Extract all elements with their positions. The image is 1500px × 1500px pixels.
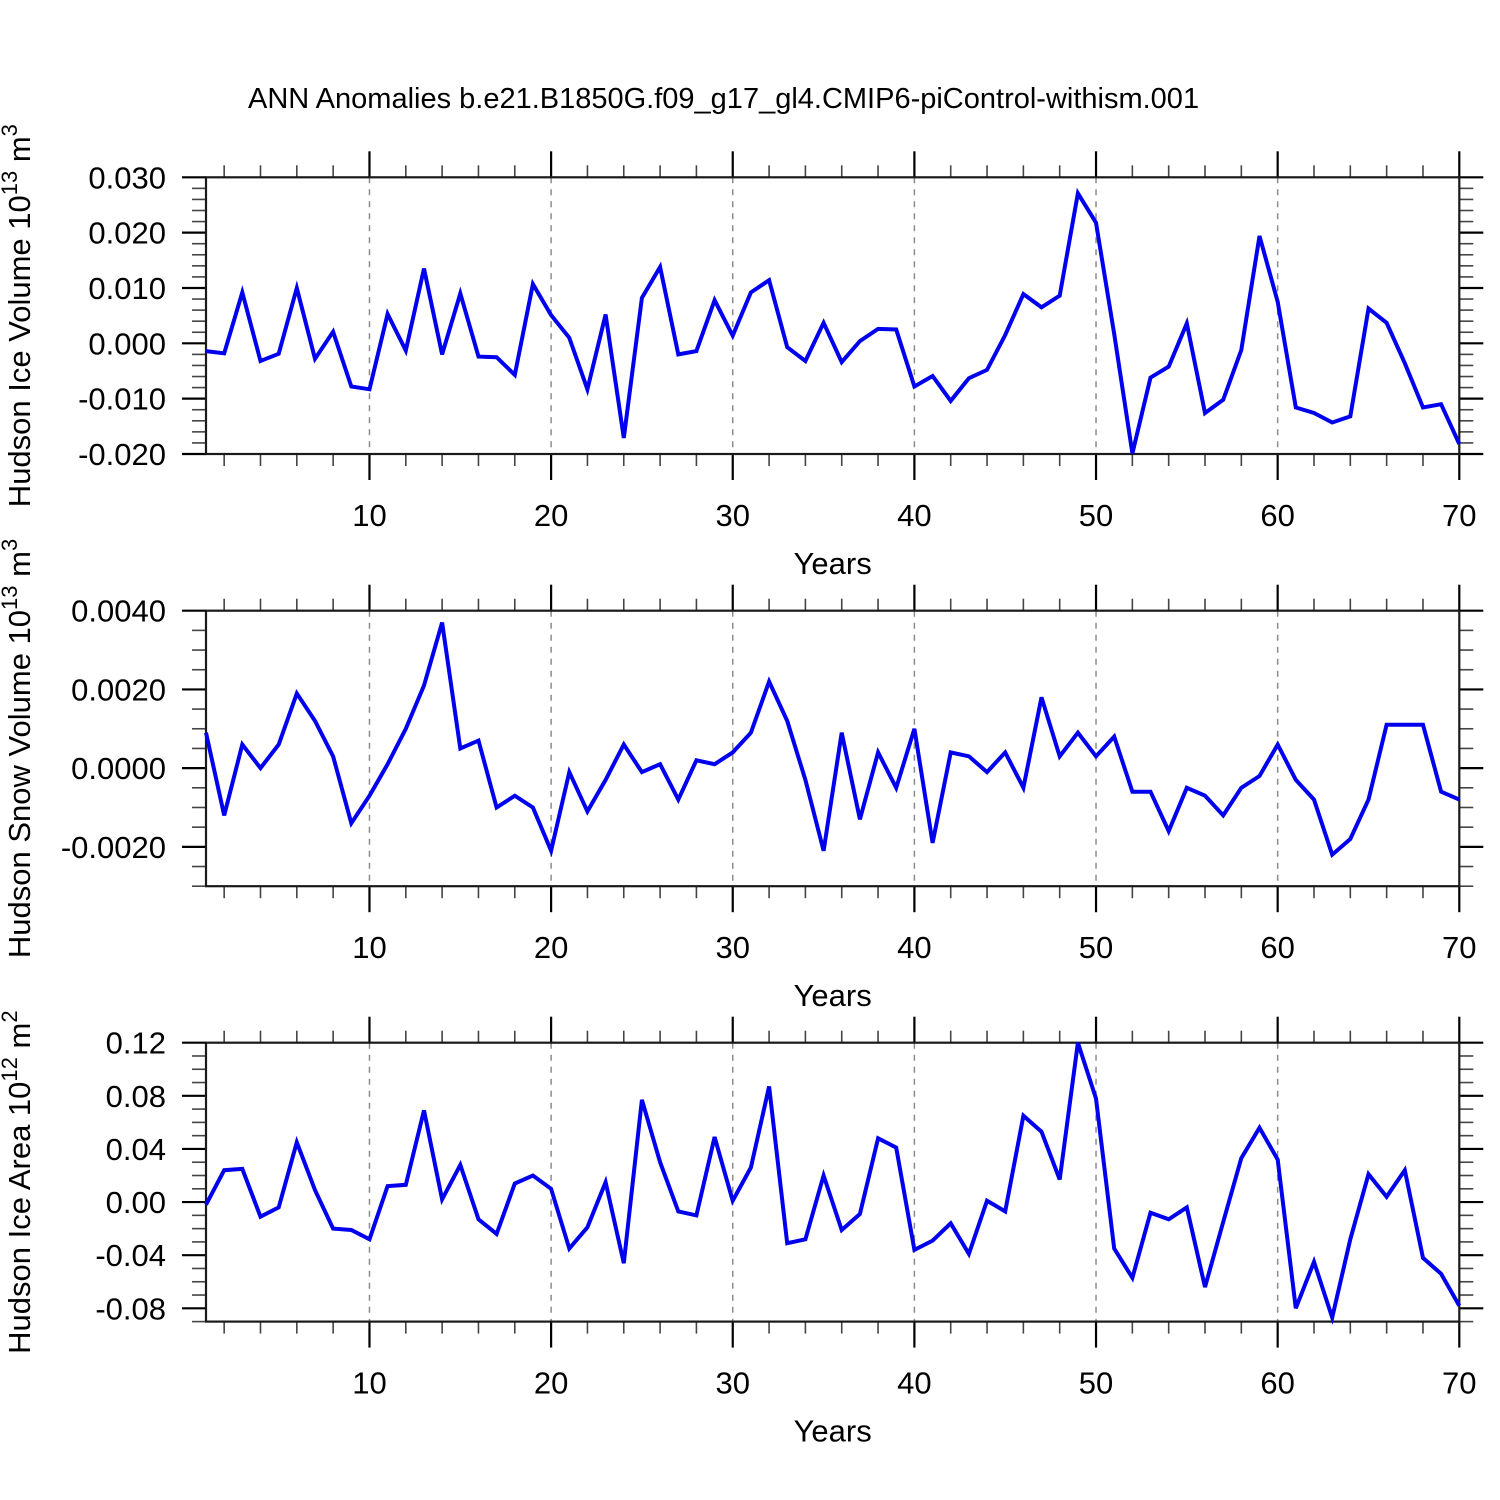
y-tick-label: 0.12 [106,1026,166,1061]
plot-frame [204,609,1461,888]
x-axis-title: Years [794,1414,872,1449]
y-tick-label: -0.0020 [61,830,166,865]
y-tick-label: -0.020 [78,437,166,472]
y-tick-label: 0.0000 [71,751,166,786]
x-axis-title: Years [794,546,872,581]
y-tick-label: 0.010 [88,271,166,306]
x-tick-label: 40 [897,498,931,533]
y-tick-label: -0.08 [95,1291,166,1326]
x-tick-label: 50 [1079,1366,1113,1401]
x-tick-label: 30 [716,930,750,965]
x-tick-label: 70 [1442,930,1476,965]
chart-title: ANN Anomalies b.e21.B1850G.f09_g17_gl4.C… [248,83,1200,115]
x-tick-label: 70 [1442,498,1476,533]
x-tick-label: 50 [1079,930,1113,965]
y-axis-title: Hudson Ice Area 1012 m2 [0,1010,37,1353]
plot-frame [204,1041,1461,1323]
y-tick-label: 0.000 [88,326,166,361]
x-tick-label: 20 [534,1366,568,1401]
x-tick-label: 40 [897,1366,931,1401]
y-tick-label: 0.030 [88,160,166,195]
x-tick-label: 20 [534,498,568,533]
plot-frame [204,176,1461,456]
y-tick-label: 0.04 [106,1132,166,1167]
y-tick-label: 0.0020 [71,672,166,707]
data-line-hudson-ice-area [204,1042,1462,1326]
data-line-hudson-snow-volume [204,621,1461,859]
x-tick-label: 30 [716,1366,750,1401]
y-axis-title: Hudson Ice Volume 1013 m3 [0,124,37,507]
y-axis-title: Hudson Snow Volume 1013 m3 [0,539,37,958]
x-tick-label: 10 [352,930,386,965]
x-tick-label: 10 [352,1366,386,1401]
y-tick-label: 0.00 [106,1185,166,1220]
x-axis-title: Years [794,978,872,1013]
y-tick-label: -0.010 [78,382,166,417]
x-tick-label: 70 [1442,1366,1476,1401]
panel-hudson-ice-volume: 10 20 30 40 50 60 70 0.030 0.020 0.010 0.000 -0.010… [0,124,1484,581]
y-tick-label: 0.0040 [71,594,166,629]
y-tick-label: 0.020 [88,216,166,251]
y-tick-label: 0.08 [106,1079,166,1114]
panel-hudson-ice-area: 10 20 30 40 50 60 70 0.12 0.08 0.04 0.00 -0.04 -0.08… [0,1010,1484,1449]
x-tick-label: 10 [352,498,386,533]
x-tick-label: 60 [1260,930,1294,965]
x-tick-label: 60 [1260,1366,1294,1401]
x-tick-label: 20 [534,930,568,965]
data-line-hudson-ice-volume [205,187,1462,454]
x-tick-label: 50 [1079,498,1113,533]
x-tick-label: 60 [1260,498,1294,533]
x-tick-label: 30 [716,498,750,533]
panel-hudson-snow-volume: 10 20 30 40 50 60 70 0.0040 0.0020 0.0000 -0.0020 Y… [0,539,1484,1013]
y-tick-label: -0.04 [95,1238,166,1273]
x-tick-label: 40 [897,930,931,965]
